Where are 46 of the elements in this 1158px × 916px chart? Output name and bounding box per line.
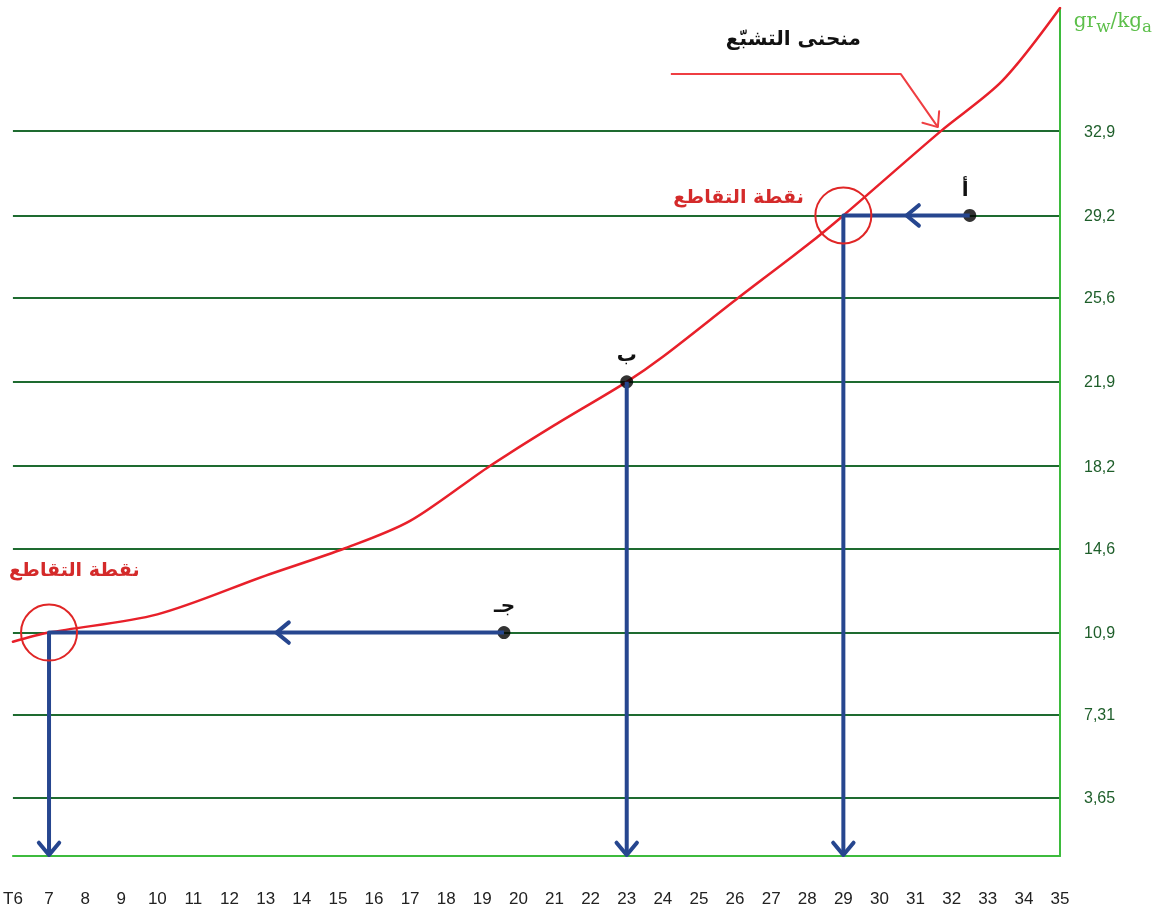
x-tick-label: 11: [184, 889, 203, 908]
y-tick-label: 21,9: [1084, 373, 1116, 391]
x-tick-label: 10: [147, 889, 167, 908]
x-tick-label: 27: [761, 889, 781, 908]
x-tick-label: 21: [545, 889, 564, 908]
annotation: نقطة التقاطع: [673, 185, 804, 208]
x-tick-label: 31: [906, 889, 926, 908]
annotation: نقطة التقاطع: [9, 557, 140, 580]
x-tick-label: 17: [400, 889, 420, 908]
y-tick-label: 25,6: [1084, 289, 1116, 307]
x-tick-label: 12: [220, 889, 240, 908]
x-tick-label: T6: [3, 889, 23, 908]
x-tick-label: 23: [617, 889, 637, 908]
x-tick-label: 14: [292, 889, 312, 908]
x-tick-label: 34: [1014, 889, 1034, 908]
annotation: ب: [616, 341, 637, 366]
x-tick-label: 30: [870, 889, 889, 908]
x-tick-label: 35: [1050, 889, 1070, 908]
x-tick-label: 18: [436, 889, 456, 908]
y-tick-label: 32,9: [1084, 122, 1116, 140]
y-tick-label: 10,9: [1084, 624, 1116, 642]
y-tick-label: 14,6: [1084, 539, 1116, 557]
annotation: جـ: [493, 592, 516, 617]
x-tick-label: 8: [80, 889, 90, 908]
annotation: أ: [961, 177, 969, 202]
x-tick-label: 26: [725, 889, 745, 908]
x-tick-label: 25: [689, 889, 709, 908]
y-tick-label: 7,31: [1084, 705, 1116, 723]
y-tick-label: 18,2: [1084, 457, 1116, 475]
x-tick-label: 7: [44, 889, 54, 908]
x-tick-label: 28: [797, 889, 817, 908]
x-tick-label: 16: [364, 889, 384, 908]
x-tick-label: 22: [581, 889, 601, 908]
y-tick-label: 29,2: [1084, 206, 1116, 224]
annotation: منحنى التشبّع: [725, 26, 861, 51]
y-tick-label: 3,65: [1084, 789, 1116, 807]
x-tick-label: 9: [116, 889, 126, 908]
x-tick-label: 32: [942, 889, 962, 908]
x-tick-label: 20: [508, 889, 528, 908]
x-tick-label: 19: [472, 889, 492, 908]
x-tick-label: 13: [256, 889, 276, 908]
x-tick-label: 24: [653, 889, 673, 908]
y-axis-title: gr$_{w}$/kg$_{a}$: [1073, 8, 1152, 36]
x-tick-label: 29: [833, 889, 853, 908]
x-tick-label: 15: [328, 889, 348, 908]
x-tick-label: 33: [978, 889, 998, 908]
